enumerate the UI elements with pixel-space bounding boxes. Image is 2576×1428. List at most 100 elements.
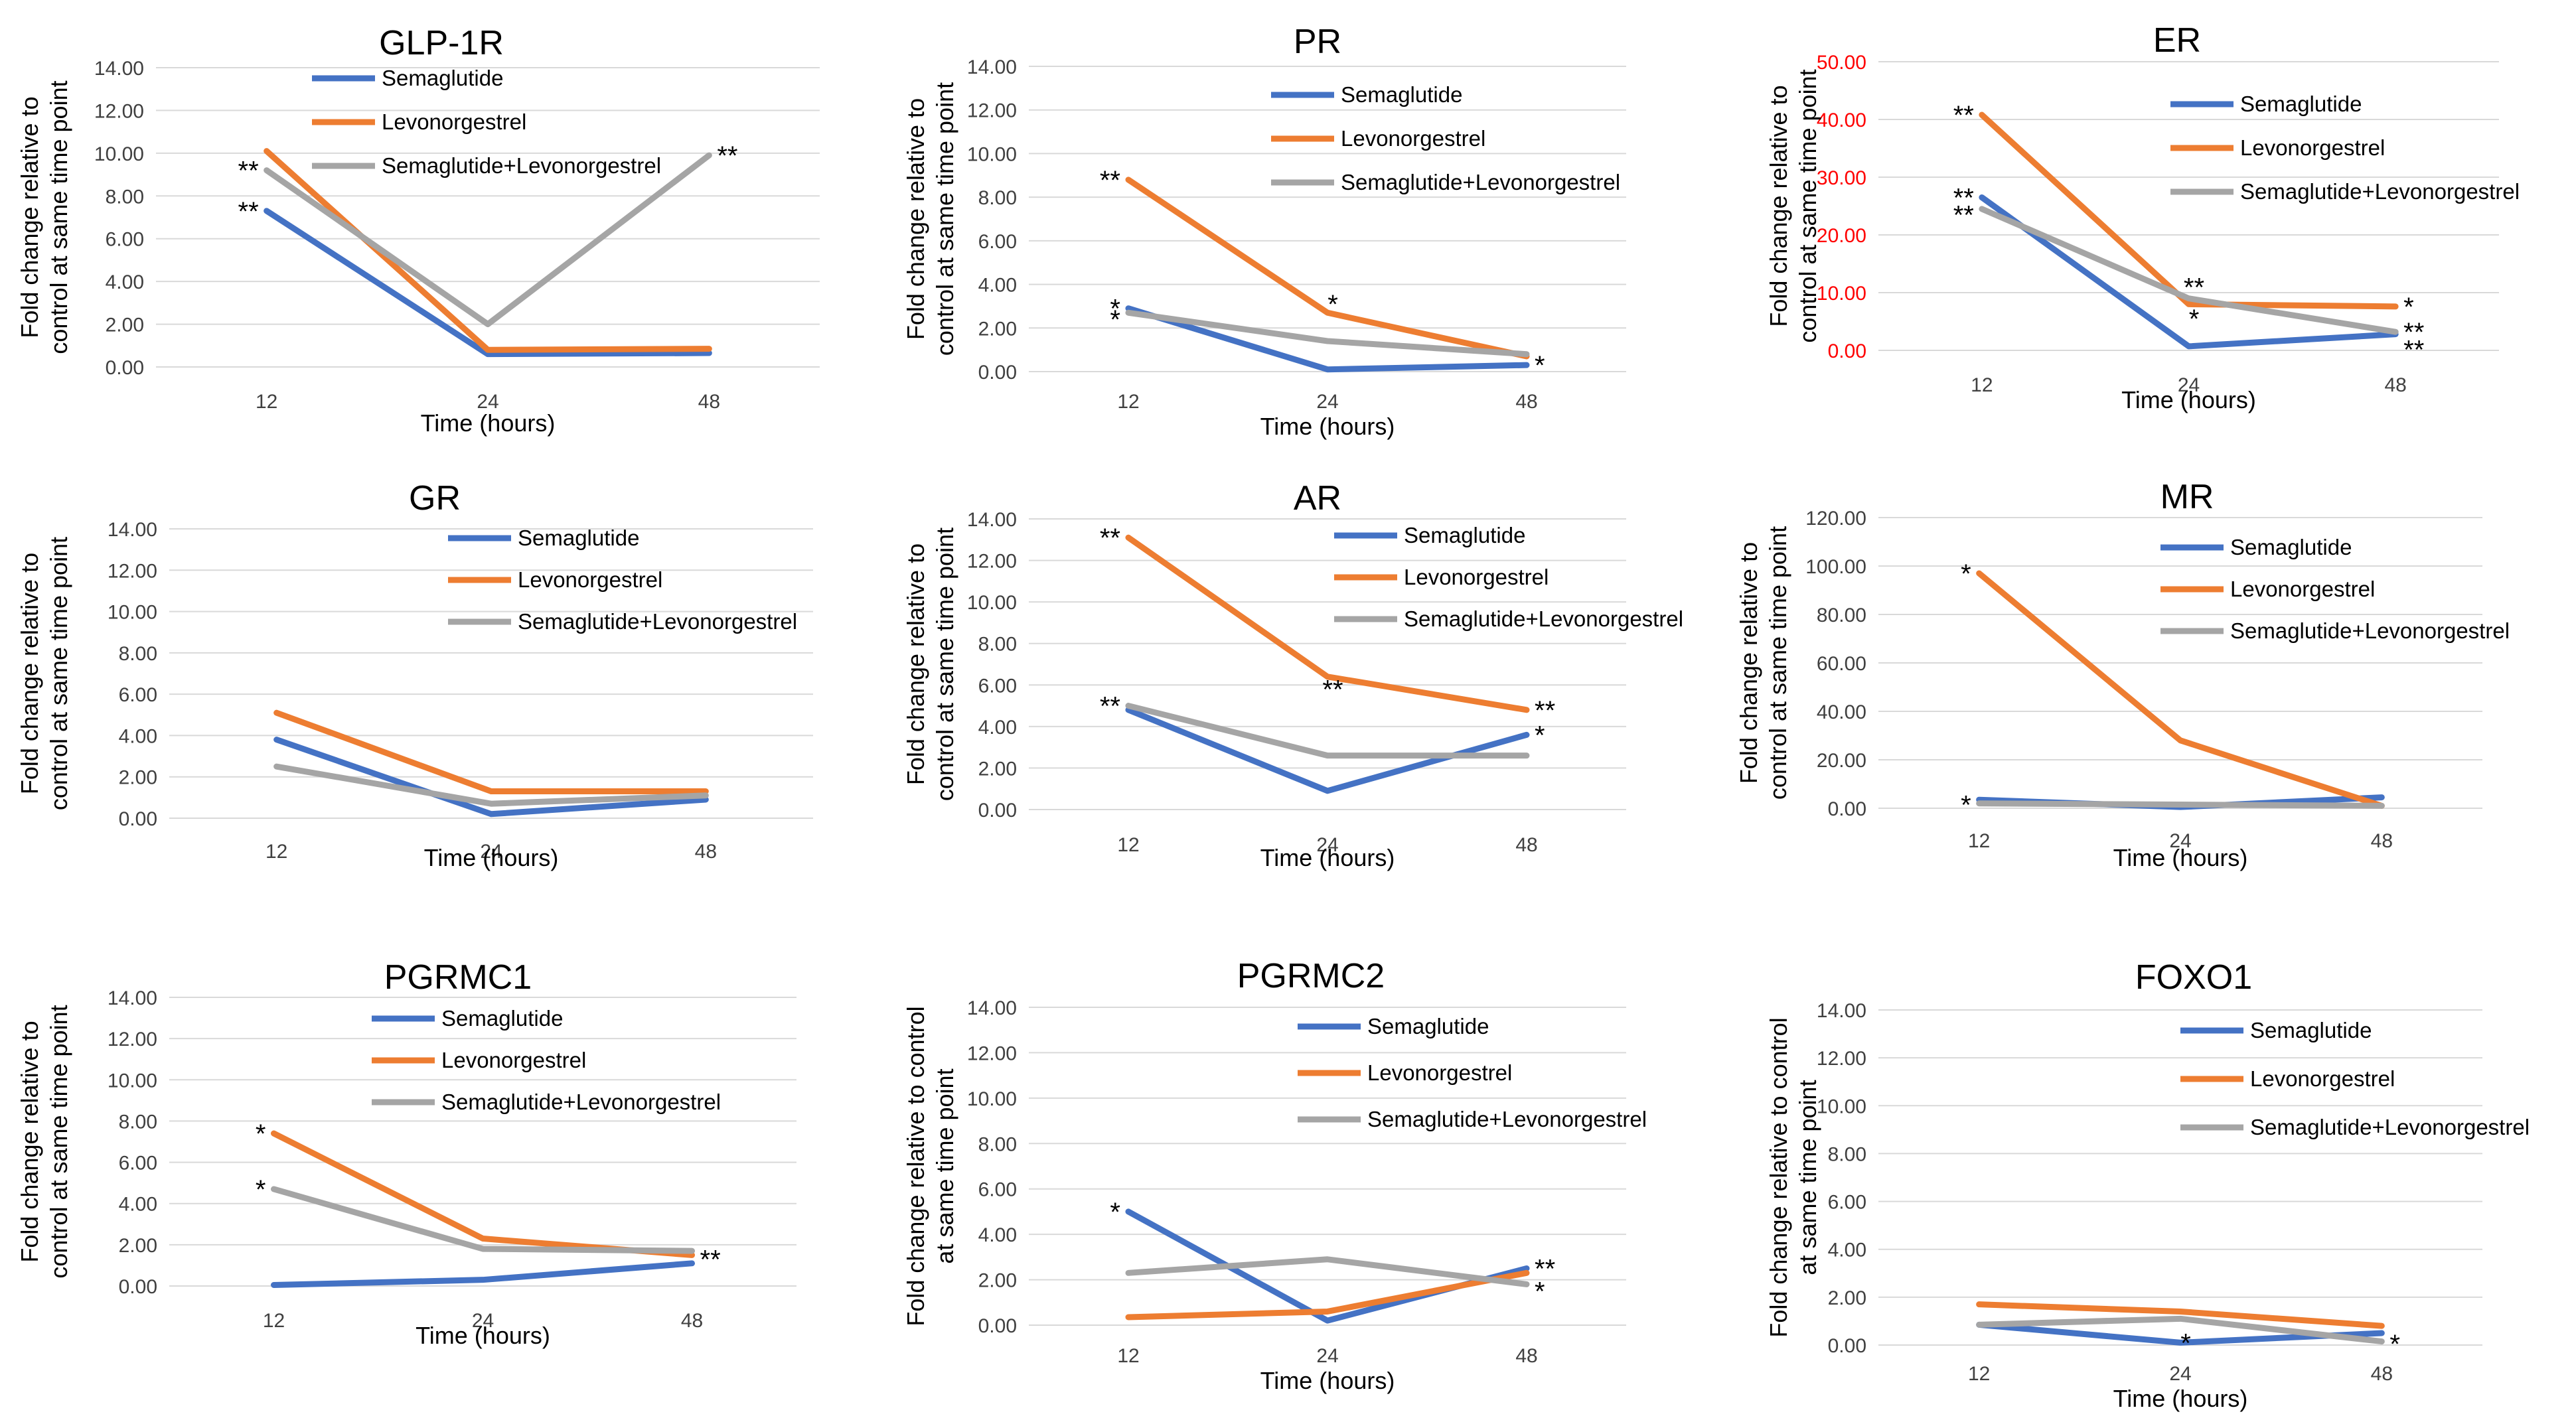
chart-foxo1-ylabel-line: at same time point (1794, 1080, 1821, 1275)
chart-mr-ytick-label: 100.00 (1805, 556, 1866, 578)
chart-foxo1-legend-label-semaglutide-levonorgestrel: Semaglutide+Levonorgestrel (2250, 1115, 2530, 1139)
chart-er-legend-label-semaglutide-levonorgestrel: Semaglutide+Levonorgestrel (2240, 179, 2520, 204)
chart-pr-ytick-label: 12.00 (967, 100, 1017, 122)
chart-pr-ytick-label: 0.00 (978, 362, 1017, 384)
chart-pgrmc1-ytick-label: 8.00 (119, 1111, 157, 1133)
chart-pr-ytick-label: 6.00 (978, 231, 1017, 253)
chart-pgrmc2-xtick-label: 48 (1515, 1345, 1537, 1367)
chart-mr-legend-label-semaglutide-levonorgestrel: Semaglutide+Levonorgestrel (2230, 618, 2510, 643)
chart-foxo1-ytick-label: 14.00 (1817, 1000, 1866, 1022)
chart-gr-ytick-label: 10.00 (108, 602, 157, 624)
chart-pgrmc2-ytick-label: 0.00 (978, 1315, 1017, 1337)
chart-pgrmc2-significance-marker: * (1535, 1277, 1545, 1307)
chart-foxo1-legend-label-semaglutide: Semaglutide (2250, 1018, 2372, 1042)
chart-gr-xtick-label: 48 (695, 841, 717, 863)
chart-ar-significance-marker: ** (1322, 676, 1343, 705)
chart-pgrmc2-significance-marker: * (1110, 1198, 1120, 1227)
chart-ar: 0.00 2.00 4.00 6.00 8.00 10.00 12.00 14.00 12 24 4… (902, 479, 1683, 871)
chart-gr-xlabel: Time (hours) (424, 844, 559, 871)
chart-er-xlabel: Time (hours) (2121, 386, 2256, 413)
chart-ar-legend-label-levonorgestrel: Levonorgestrel (1404, 565, 1549, 589)
chart-mr-ytick-label: 120.00 (1805, 508, 1866, 530)
chart-pr-ytick-label: 4.00 (978, 275, 1017, 297)
chart-gr-xtick-label: 12 (265, 841, 287, 863)
chart-ar-ylabel-line: Fold change relative to (902, 543, 929, 785)
chart-ar-significance-marker: ** (1100, 692, 1120, 721)
chart-mr-series-levonorgestrel (1976, 570, 2385, 809)
chart-pgrmc2-ytick-label: 4.00 (978, 1224, 1017, 1246)
chart-pgrmc2-significance-marker: ** (1535, 1254, 1555, 1283)
chart-pr-ytick-label: 2.00 (978, 318, 1017, 340)
chart-er-ytick-label: 50.00 (1817, 52, 1866, 74)
chart-pgrmc1-title: PGRMC1 (384, 958, 532, 997)
chart-pgrmc1-ytick-label: 12.00 (108, 1029, 157, 1050)
chart-foxo1: 0.00 2.00 4.00 6.00 8.00 10.00 12.00 14.00 12 24 4… (1765, 958, 2530, 1412)
chart-gr-legend-label-semaglutide-levonorgestrel: Semaglutide+Levonorgestrel (518, 609, 797, 634)
chart-ar-ytick-label: 12.00 (967, 551, 1017, 573)
chart-pr-ylabel-line: Fold change relative to (902, 98, 929, 340)
chart-pr-legend-label-levonorgestrel: Levonorgestrel (1341, 126, 1485, 151)
chart-foxo1-ytick-label: 10.00 (1817, 1096, 1866, 1117)
chart-pr-ylabel: Fold change relative tocontrol at same t… (902, 82, 958, 356)
chart-mr-ytick-label: 80.00 (1817, 605, 1866, 626)
chart-foxo1-ylabel: Fold change relative to controlat same t… (1765, 1017, 1821, 1337)
chart-pr-legend-label-semaglutide-levonorgestrel: Semaglutide+Levonorgestrel (1341, 170, 1620, 194)
chart-glp-1r-ytick-label: 4.00 (106, 271, 144, 293)
chart-gr-ytick-label: 6.00 (119, 684, 157, 706)
chart-pr-series-semaglutide-levonorgestrel (1125, 309, 1530, 358)
chart-er-title: ER (2153, 21, 2201, 60)
chart-mr-series-semaglutide-levonorgestrel (1976, 800, 2385, 809)
chart-ar-series-semaglutide-levonorgestrel (1125, 703, 1530, 759)
chart-ar-ytick-label: 10.00 (967, 592, 1017, 614)
chart-glp-1r-series-semaglutide (264, 208, 712, 358)
chart-pr-significance-marker: * (1327, 290, 1338, 319)
chart-er-ytick-label: 0.00 (1828, 340, 1866, 362)
chart-pgrmc2-ytick-label: 2.00 (978, 1270, 1017, 1292)
chart-gr-series-levonorgestrel (273, 709, 709, 795)
chart-er-significance-marker: * (2403, 293, 2414, 322)
chart-gr-ytick-label: 0.00 (119, 808, 157, 830)
chart-er-ytick-label: 40.00 (1817, 109, 1866, 131)
chart-foxo1-ytick-label: 0.00 (1828, 1335, 1866, 1357)
chart-er-ylabel-line: control at same time point (1794, 69, 1821, 342)
chart-glp-1r-ylabel-line: Fold change relative to (16, 96, 43, 338)
chart-pgrmc2-legend-label-semaglutide: Semaglutide (1367, 1014, 1489, 1038)
chart-pr-significance-marker: * (1535, 351, 1545, 380)
chart-pgrmc2-ytick-label: 8.00 (978, 1133, 1017, 1155)
chart-foxo1-xtick-label: 48 (2371, 1363, 2393, 1385)
chart-pgrmc1-ytick-label: 14.00 (108, 987, 157, 1009)
chart-mr-xtick-label: 48 (2371, 830, 2393, 852)
chart-gr: 0.00 2.00 4.00 6.00 8.00 10.00 12.00 14.00 12 24 4… (16, 479, 813, 871)
chart-glp-1r: 0.00 2.00 4.00 6.00 8.00 10.00 12.00 14.00 12 24 4… (16, 24, 820, 437)
chart-glp-1r-ylabel: Fold change relative tocontrol at same t… (16, 80, 72, 354)
chart-er-series-semaglutide-levonorgestrel (1979, 206, 2399, 335)
chart-pgrmc1-xtick-label: 48 (681, 1310, 703, 1332)
chart-pr-significance-marker: * (1110, 305, 1120, 334)
chart-foxo1-title: FOXO1 (2135, 958, 2252, 997)
chart-er-legend-label-semaglutide: Semaglutide (2240, 92, 2362, 116)
chart-pgrmc1-legend-label-levonorgestrel: Levonorgestrel (441, 1048, 586, 1072)
chart-glp-1r-significance-marker: ** (238, 157, 259, 186)
chart-ar-ytick-label: 6.00 (978, 675, 1017, 697)
chart-er-significance-marker: ** (1953, 201, 1974, 230)
chart-er-ytick-label: 30.00 (1817, 167, 1866, 189)
chart-mr-xtick-label: 12 (1968, 830, 1990, 852)
chart-er-significance-marker: ** (2403, 335, 2424, 364)
chart-mr-xtick-label: 24 (2169, 830, 2191, 852)
chart-pr-title: PR (1294, 23, 1341, 61)
chart-gr-ytick-label: 8.00 (119, 643, 157, 665)
chart-mr-ytick-label: 40.00 (1817, 701, 1866, 723)
chart-mr: 0.00 20.00 40.00 60.00 80.00 100.00 120.00 12 24… (1735, 478, 2510, 871)
chart-er-series-levonorgestrel (1979, 111, 2399, 310)
chart-pgrmc1-ytick-label: 6.00 (119, 1153, 157, 1175)
chart-mr-ytick-label: 0.00 (1828, 798, 1866, 820)
chart-er-significance-marker: ** (1953, 183, 1974, 212)
chart-pgrmc2-xtick-label: 24 (1316, 1345, 1338, 1367)
chart-glp-1r-significance-marker: ** (717, 141, 737, 171)
chart-gr-xtick-label: 24 (480, 841, 502, 863)
chart-mr-xlabel: Time (hours) (2113, 844, 2248, 871)
chart-pgrmc1-ytick-label: 10.00 (108, 1070, 157, 1092)
chart-glp-1r-ytick-label: 2.00 (106, 315, 144, 336)
chart-pgrmc1-series-semaglutide (271, 1260, 695, 1288)
chart-er-xtick-label: 48 (2384, 374, 2406, 396)
